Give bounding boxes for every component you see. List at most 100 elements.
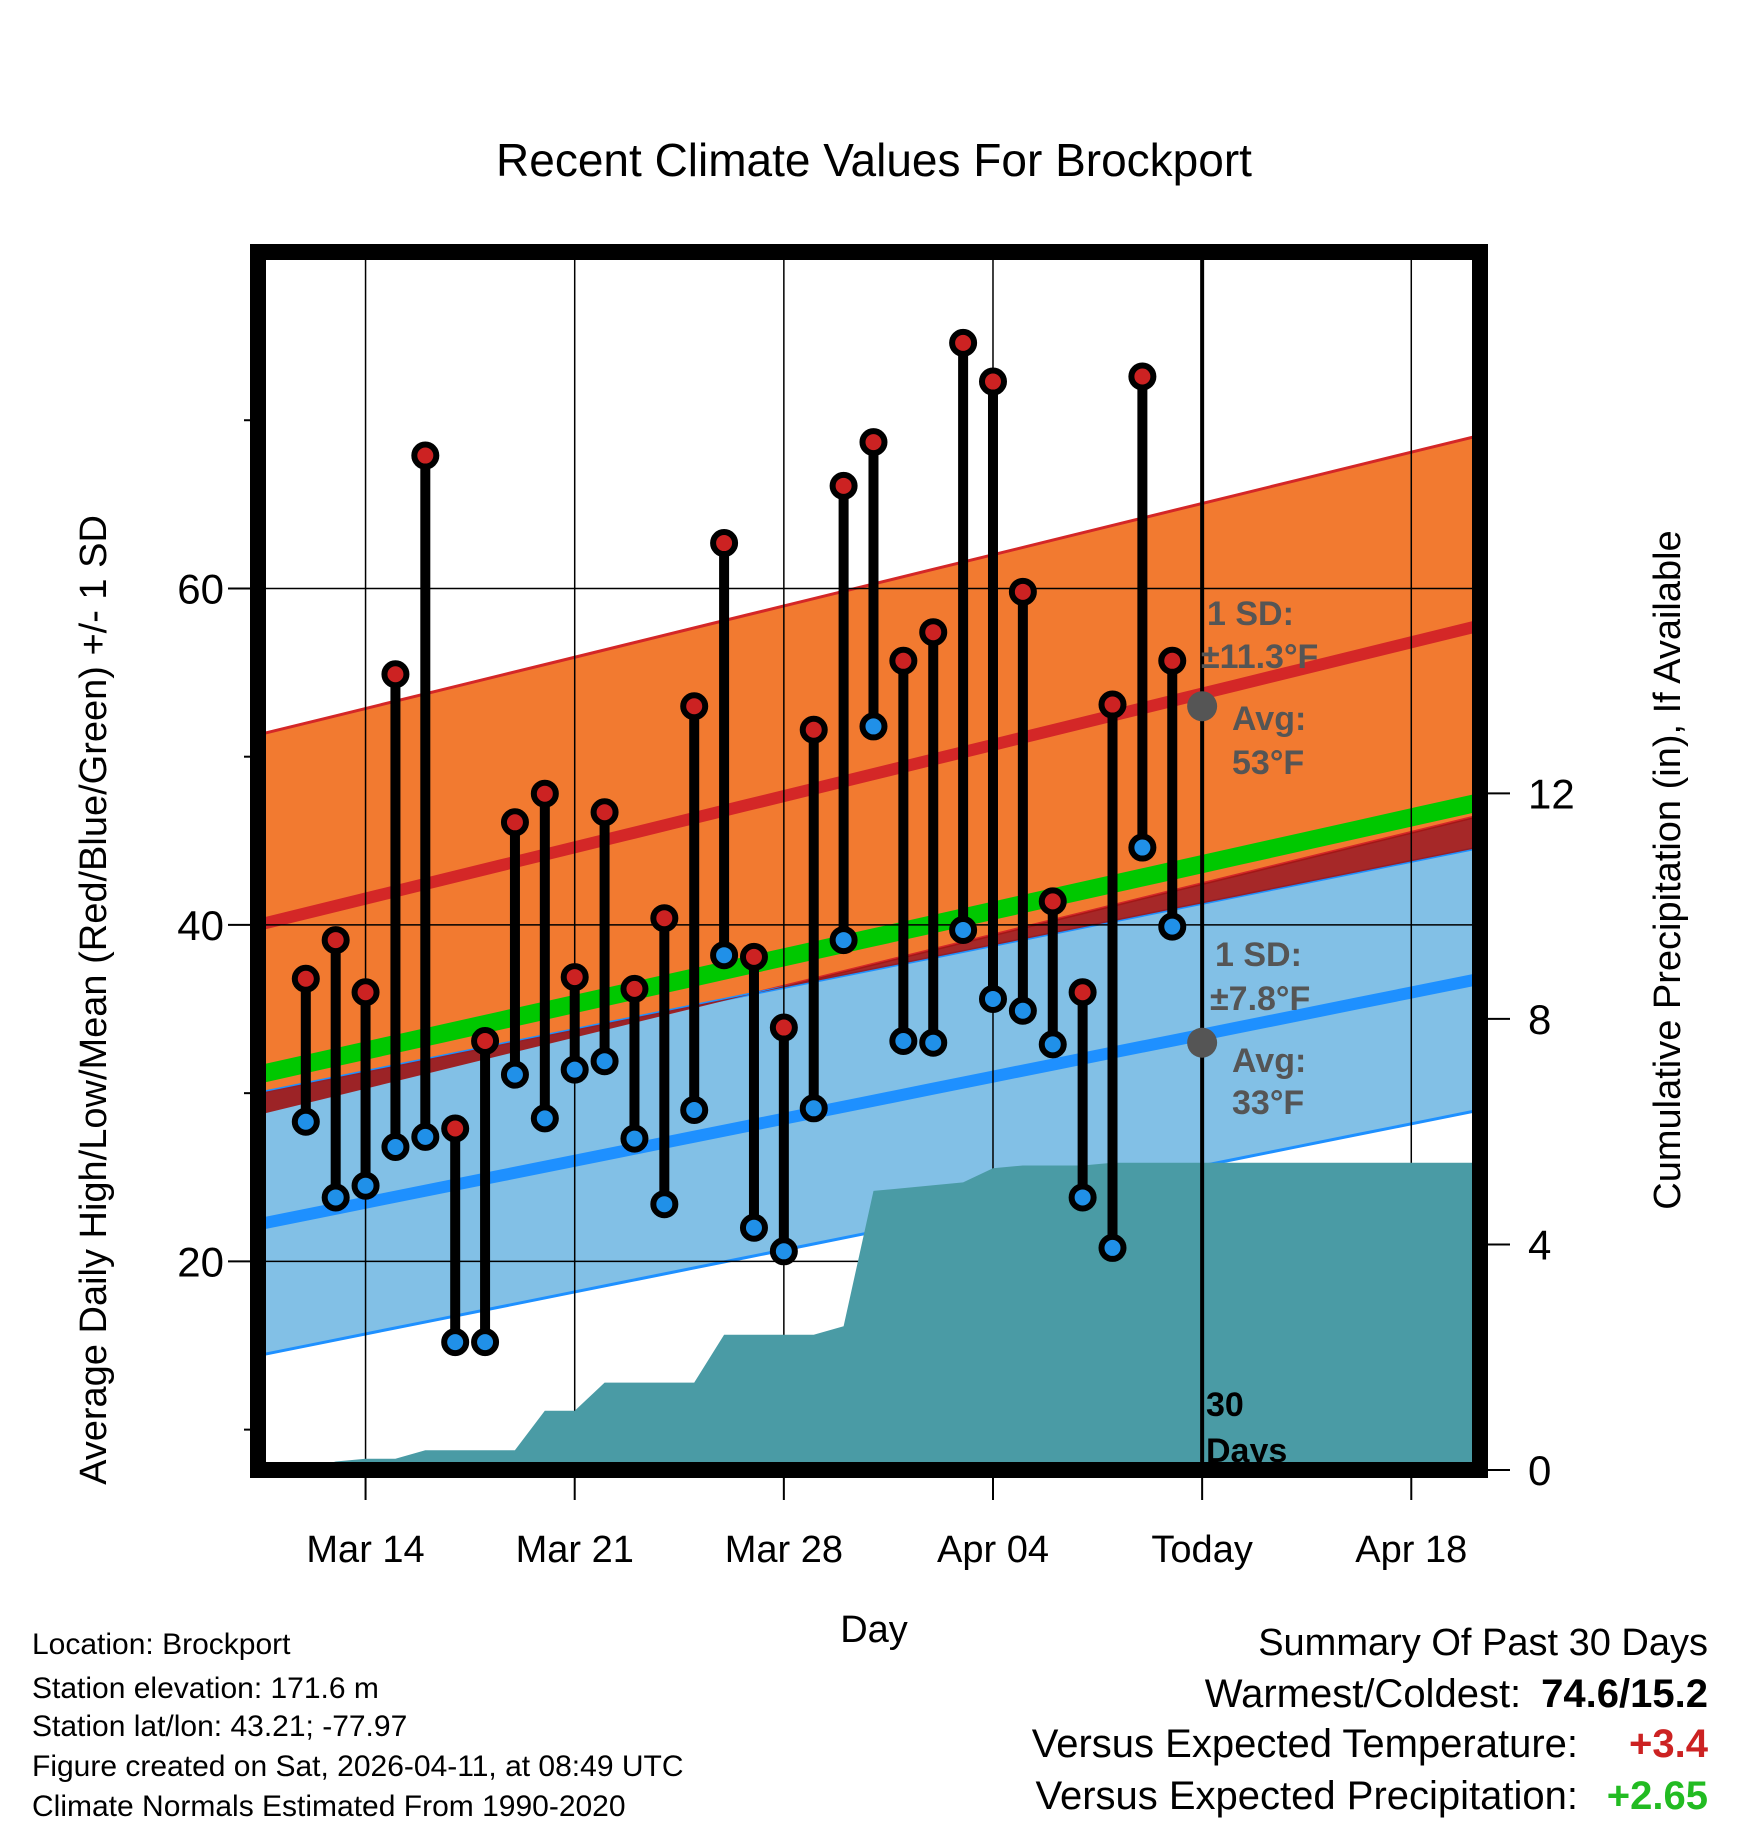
- daily-high-point: [620, 974, 649, 1003]
- high-sd-label: 1 SD:: [1207, 595, 1294, 633]
- daily-low-point: [1158, 912, 1187, 941]
- high-avg-label: Avg:: [1232, 700, 1306, 738]
- daily-low-point: [710, 941, 739, 970]
- precip-vs-expected-label: Versus Expected Precipitation:: [1035, 1774, 1578, 1818]
- temp-vs-expected-label: Versus Expected Temperature:: [1031, 1722, 1578, 1766]
- daily-high-point: [919, 618, 948, 647]
- daily-high-point: [769, 1013, 798, 1042]
- daily-low-point: [680, 1095, 709, 1124]
- daily-high-point: [500, 808, 529, 837]
- daily-high-point: [829, 471, 858, 500]
- normal-mean-line: [256, 793, 1482, 1084]
- today-line-layer: [1187, 252, 1218, 1470]
- x-tick-label: Today: [1151, 1529, 1252, 1571]
- footer-elevation: Station elevation: 171.6 m: [32, 1672, 379, 1705]
- high-normal-marker: [1187, 691, 1218, 722]
- y2-tick-label: 12: [1528, 770, 1575, 817]
- summary-precip: Versus Expected Precipitation: +2.65: [1035, 1774, 1708, 1819]
- daily-high-point: [889, 646, 918, 675]
- daily-low-point: [471, 1328, 500, 1357]
- warm-cold-value: 74.6/15.2: [1541, 1672, 1708, 1716]
- daily-low-point: [889, 1027, 918, 1056]
- daily-low-point: [351, 1171, 380, 1200]
- daily-high-point: [291, 964, 320, 993]
- precip-vs-expected-value: +2.65: [1606, 1774, 1708, 1818]
- y2-tick-label: 4: [1528, 1221, 1551, 1268]
- daily-high-point: [1008, 577, 1037, 606]
- normal-low-line: [256, 972, 1482, 1231]
- daily-low-point: [978, 984, 1007, 1013]
- daily-high-point: [590, 798, 619, 827]
- footer-created: Figure created on Sat, 2026-04-11, at 08…: [32, 1750, 684, 1783]
- x-tick-label: Apr 04: [937, 1529, 1049, 1571]
- daily-high-point: [859, 428, 888, 457]
- y-axis-label: Average Daily High/Low/Mean (Red/Blue/Gr…: [73, 515, 115, 1485]
- chart-title: Recent Climate Values For Brockport: [496, 134, 1252, 186]
- daily-high-point: [680, 692, 709, 721]
- daily-low-point: [590, 1047, 619, 1076]
- daily-high-point: [441, 1114, 470, 1143]
- daily-high-point: [381, 660, 410, 689]
- y-tick-label: 40: [177, 902, 224, 949]
- footer-latlon: Station lat/lon: 43.21; -77.97: [32, 1710, 408, 1743]
- daily-high-point: [650, 904, 679, 933]
- daily-low-point: [799, 1094, 828, 1123]
- plot-frame-layer: [250, 244, 1488, 1478]
- low-sd-value: ±7.8°F: [1210, 980, 1310, 1018]
- daily-low-point: [739, 1213, 768, 1242]
- precip-area: [305, 1162, 1480, 1470]
- daily-high-point: [321, 926, 350, 955]
- daily-low-point: [560, 1055, 589, 1084]
- footer-normals: Climate Normals Estimated From 1990-2020: [32, 1790, 626, 1823]
- daily-high-point: [411, 441, 440, 470]
- daily-low-point: [381, 1132, 410, 1161]
- x-tick-label: Mar 28: [725, 1529, 843, 1571]
- daily-low-point: [441, 1328, 470, 1357]
- daily-high-point: [1038, 887, 1067, 916]
- daily-high-point: [351, 978, 380, 1007]
- warm-cold-label: Warmest/Coldest:: [1204, 1672, 1522, 1716]
- daily-high-point: [1158, 646, 1187, 675]
- daily-low-point: [949, 915, 978, 944]
- daily-low-point: [530, 1104, 559, 1133]
- x-tick-label: Mar 14: [306, 1529, 424, 1571]
- daily-low-point: [919, 1028, 948, 1057]
- low-avg-label: Avg:: [1232, 1042, 1306, 1080]
- y2-tick-label: 0: [1528, 1447, 1551, 1494]
- daily-low-point: [829, 926, 858, 955]
- daily-high-point: [949, 328, 978, 357]
- x-tick-label: Apr 18: [1355, 1529, 1467, 1571]
- daily-low-point: [1098, 1233, 1127, 1262]
- daily-low-point: [620, 1124, 649, 1153]
- y2-axis-label: Cumulative Precipitation (in), If Availa…: [1647, 530, 1689, 1209]
- daily-high-point: [560, 963, 589, 992]
- normal-high-line: [256, 619, 1482, 931]
- precip-area-layer: [305, 1162, 1480, 1470]
- high-avg-value: 53°F: [1232, 744, 1304, 782]
- summary-temp: Versus Expected Temperature: +3.4: [1032, 1722, 1708, 1767]
- low-sd-label: 1 SD:: [1215, 936, 1302, 974]
- daily-high-point: [739, 942, 768, 971]
- daily-low-point: [291, 1107, 320, 1136]
- daily-low-point: [859, 712, 888, 741]
- daily-high-point: [1128, 362, 1157, 391]
- daily-low-point: [321, 1183, 350, 1212]
- daily-low-point: [1068, 1183, 1097, 1212]
- daily-low-point: [1038, 1030, 1067, 1059]
- daily-high-point: [1098, 690, 1127, 719]
- daily-high-point: [710, 529, 739, 558]
- y-tick-label: 60: [177, 565, 224, 612]
- summary-warm-cold: Warmest/Coldest: 74.6/15.2: [1205, 1672, 1708, 1717]
- temp-vs-expected-value: +3.4: [1629, 1722, 1708, 1766]
- daily-high-point: [471, 1027, 500, 1056]
- footer-location: Location: Brockport: [32, 1628, 291, 1661]
- summary-title: Summary Of Past 30 Days: [1258, 1622, 1708, 1664]
- daily-high-point: [799, 715, 828, 744]
- daily-high-point: [978, 367, 1007, 396]
- x-tick-label: Mar 21: [516, 1529, 634, 1571]
- daily-low-point: [1128, 833, 1157, 862]
- low-avg-value: 33°F: [1232, 1084, 1304, 1122]
- plot-frame: [250, 244, 1488, 1478]
- high-sd-value: ±11.3°F: [1201, 638, 1318, 676]
